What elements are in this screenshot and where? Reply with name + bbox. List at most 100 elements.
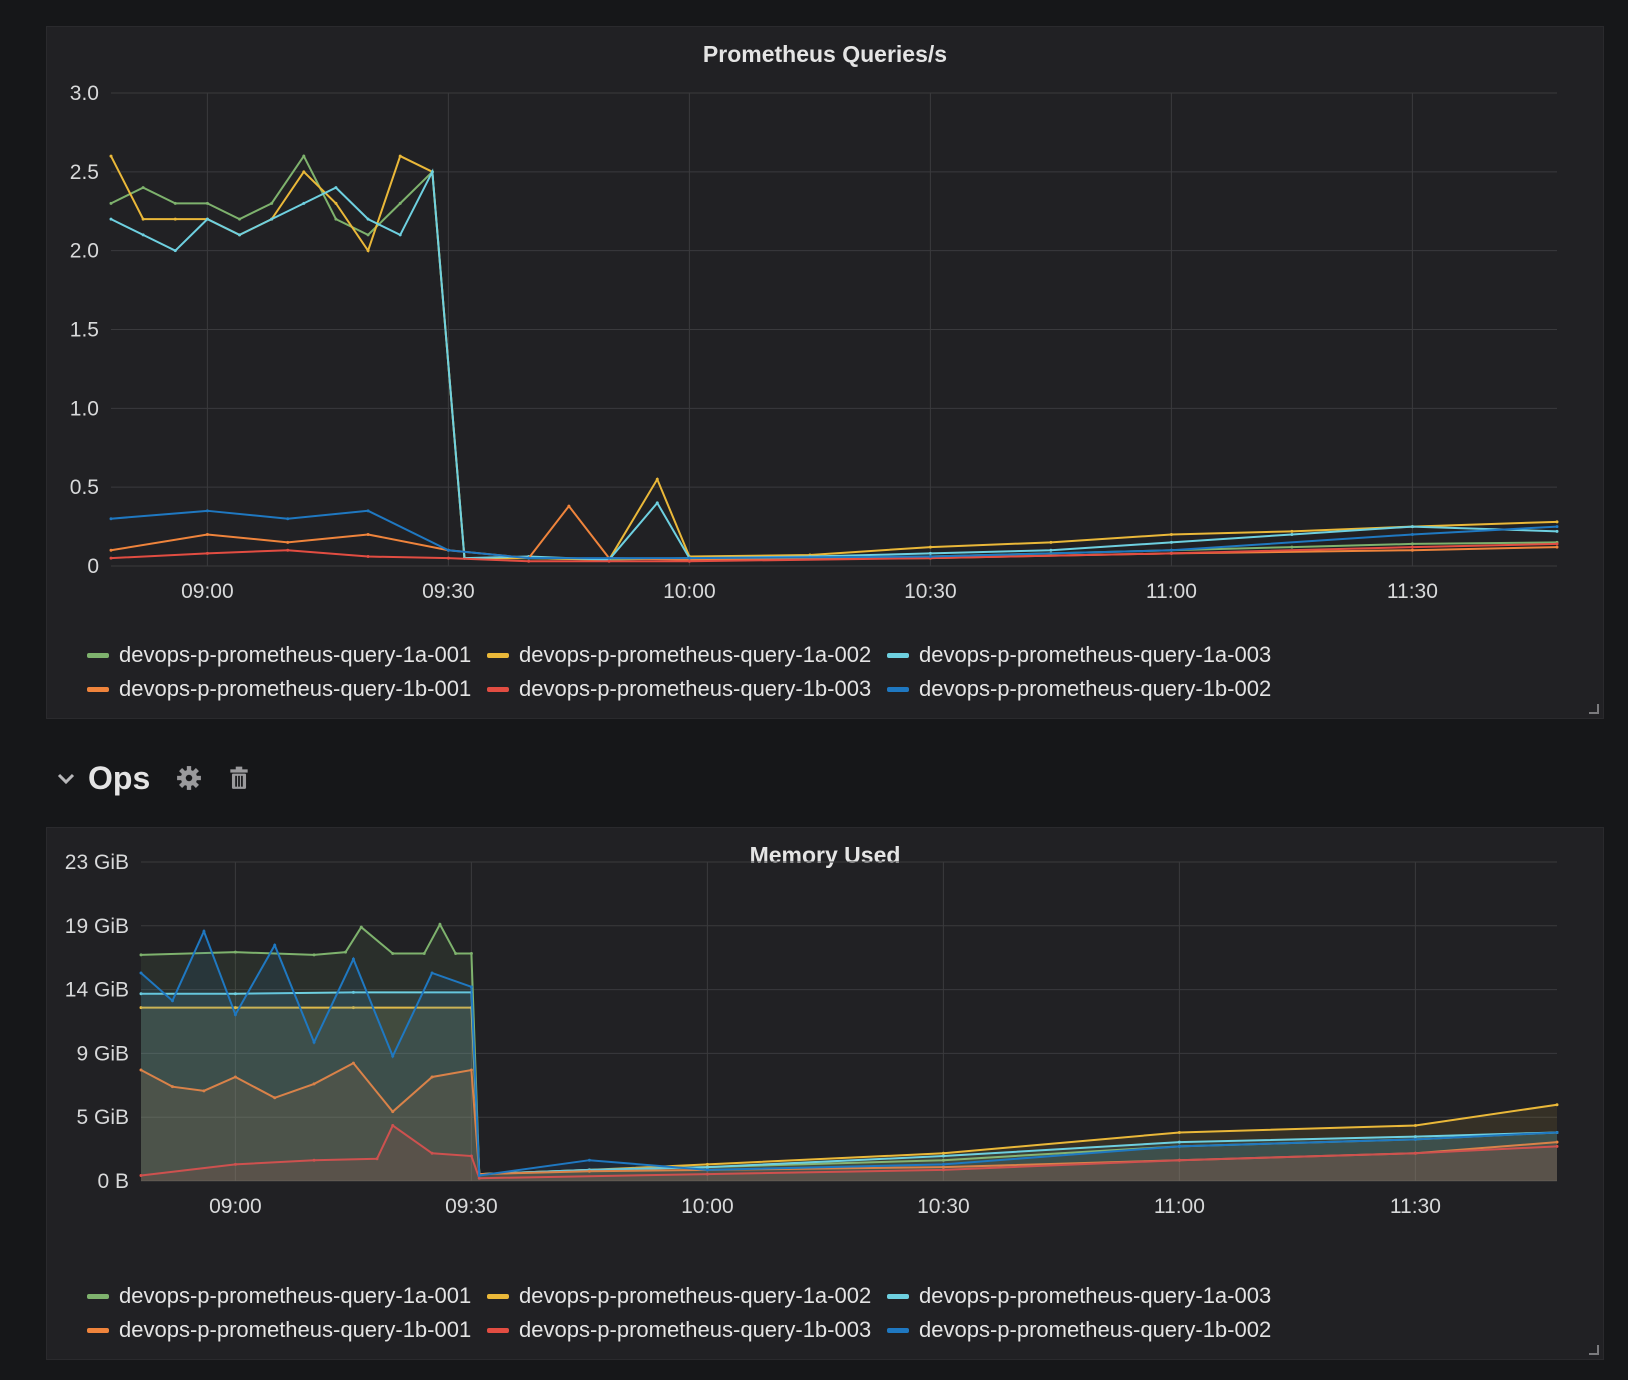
- legend-item[interactable]: devops-p-prometheus-query-1a-002: [487, 642, 887, 668]
- chevron-down-icon[interactable]: [54, 766, 78, 790]
- queries-chart[interactable]: 0 0.5 1.0 1.5 2.0 2.5 3.0 09:00 09:30 10:00 10:30 1…: [47, 27, 1603, 627]
- panel-memory-used: Memory Used 0 B 5 GiB 9 GiB 14 GiB 19 GiB 23 …: [46, 827, 1604, 1360]
- data-point: [1413, 1137, 1417, 1141]
- data-point: [391, 1110, 395, 1114]
- data-point: [941, 1151, 945, 1155]
- series-line: [110, 542, 1558, 563]
- data-point: [1169, 532, 1173, 536]
- data-point: [398, 154, 402, 158]
- legend-item[interactable]: devops-p-prometheus-query-1a-003: [887, 1283, 1287, 1309]
- series-area: [141, 1007, 1557, 1181]
- data-point: [334, 201, 338, 205]
- data-point: [286, 540, 290, 544]
- row-header-ops: Ops: [54, 755, 276, 801]
- legend-swatch: [487, 686, 509, 692]
- data-point: [469, 1068, 473, 1072]
- data-point: [1290, 529, 1294, 533]
- panel-title[interactable]: Memory Used: [749, 842, 901, 868]
- legend-label: devops-p-prometheus-query-1a-002: [519, 642, 872, 667]
- gear-icon[interactable]: [176, 765, 202, 791]
- data-point: [928, 555, 932, 559]
- row-title[interactable]: Ops: [88, 759, 151, 796]
- data-point: [1555, 525, 1559, 529]
- data-point: [469, 985, 473, 989]
- data-point: [233, 992, 237, 996]
- data-point: [422, 952, 426, 956]
- legend-item[interactable]: devops-p-prometheus-query-1a-001: [87, 1283, 487, 1309]
- data-point: [1177, 1158, 1181, 1162]
- data-point: [366, 233, 370, 237]
- series-area: [141, 924, 1557, 1181]
- resize-handle[interactable]: [1589, 704, 1599, 714]
- data-point: [334, 217, 338, 221]
- y-tick-label: 23 GiB: [65, 851, 129, 874]
- data-point: [1177, 1130, 1181, 1134]
- data-point: [446, 556, 450, 560]
- data-point: [312, 953, 316, 957]
- data-point: [139, 1173, 143, 1177]
- y-tick-label: 1.5: [70, 319, 99, 342]
- y-tick-label: 0 B: [97, 1170, 129, 1193]
- data-point: [351, 1061, 355, 1065]
- data-point: [941, 1158, 945, 1162]
- data-point: [587, 1158, 591, 1162]
- data-point: [398, 233, 402, 237]
- panel-title[interactable]: Prometheus Queries/s: [702, 41, 948, 67]
- series-line: [110, 154, 1558, 561]
- data-point: [170, 1085, 174, 1089]
- data-point: [430, 971, 434, 975]
- legend-label: devops-p-prometheus-query-1a-002: [519, 1283, 872, 1308]
- y-tick-label: 5 GiB: [76, 1106, 129, 1129]
- data-point: [1290, 532, 1294, 536]
- data-point: [205, 201, 209, 205]
- data-point: [351, 990, 355, 994]
- data-point: [366, 217, 370, 221]
- x-tick-label: 11:30: [1390, 1195, 1441, 1218]
- legend-item[interactable]: devops-p-prometheus-query-1b-003: [487, 676, 887, 702]
- data-point: [430, 170, 434, 174]
- legend-item[interactable]: devops-p-prometheus-query-1b-003: [487, 1317, 887, 1343]
- legend-item[interactable]: devops-p-prometheus-query-1b-001: [87, 1317, 487, 1343]
- legend-item[interactable]: devops-p-prometheus-query-1b-001: [87, 676, 487, 702]
- data-point: [477, 1173, 481, 1177]
- data-point: [1555, 545, 1559, 549]
- data-point: [567, 504, 571, 508]
- trash-icon[interactable]: [226, 765, 252, 791]
- legend-item[interactable]: devops-p-prometheus-query-1b-002: [887, 1317, 1287, 1343]
- memory-legend: devops-p-prometheus-query-1a-001 devops-p…: [87, 1283, 1287, 1343]
- data-point: [1177, 1140, 1181, 1144]
- data-point: [928, 545, 932, 549]
- data-point: [391, 1054, 395, 1058]
- data-point: [391, 952, 395, 956]
- legend-swatch: [887, 686, 909, 692]
- data-point: [446, 548, 450, 552]
- data-point: [139, 953, 143, 957]
- legend-label: devops-p-prometheus-query-1a-003: [919, 642, 1272, 667]
- data-point: [1555, 1103, 1559, 1107]
- series-line: [110, 509, 1558, 560]
- legend-swatch: [87, 1293, 109, 1299]
- data-point: [205, 532, 209, 536]
- legend-swatch: [87, 652, 109, 658]
- legend-item[interactable]: devops-p-prometheus-query-1a-003: [887, 642, 1287, 668]
- data-point: [273, 1096, 277, 1100]
- data-point: [302, 201, 306, 205]
- legend-item[interactable]: devops-p-prometheus-query-1a-001: [87, 642, 487, 668]
- data-point: [1290, 545, 1294, 549]
- data-point: [109, 201, 113, 205]
- legend-swatch: [87, 686, 109, 692]
- data-point: [141, 233, 145, 237]
- data-point: [1555, 1130, 1559, 1134]
- data-point: [1555, 542, 1559, 546]
- legend-item[interactable]: devops-p-prometheus-query-1a-002: [487, 1283, 887, 1309]
- memory-chart[interactable]: 0 B 5 GiB 9 GiB 14 GiB 19 GiB 23 GiB 09:00 09:3…: [47, 828, 1603, 1268]
- data-point: [205, 551, 209, 555]
- data-point: [430, 1075, 434, 1079]
- data-point: [359, 925, 363, 929]
- legend-swatch: [887, 1327, 909, 1333]
- data-point: [1555, 1140, 1559, 1144]
- data-point: [607, 559, 611, 563]
- legend-label: devops-p-prometheus-query-1b-002: [919, 676, 1272, 701]
- resize-handle[interactable]: [1589, 1345, 1599, 1355]
- legend-item[interactable]: devops-p-prometheus-query-1b-002: [887, 676, 1287, 702]
